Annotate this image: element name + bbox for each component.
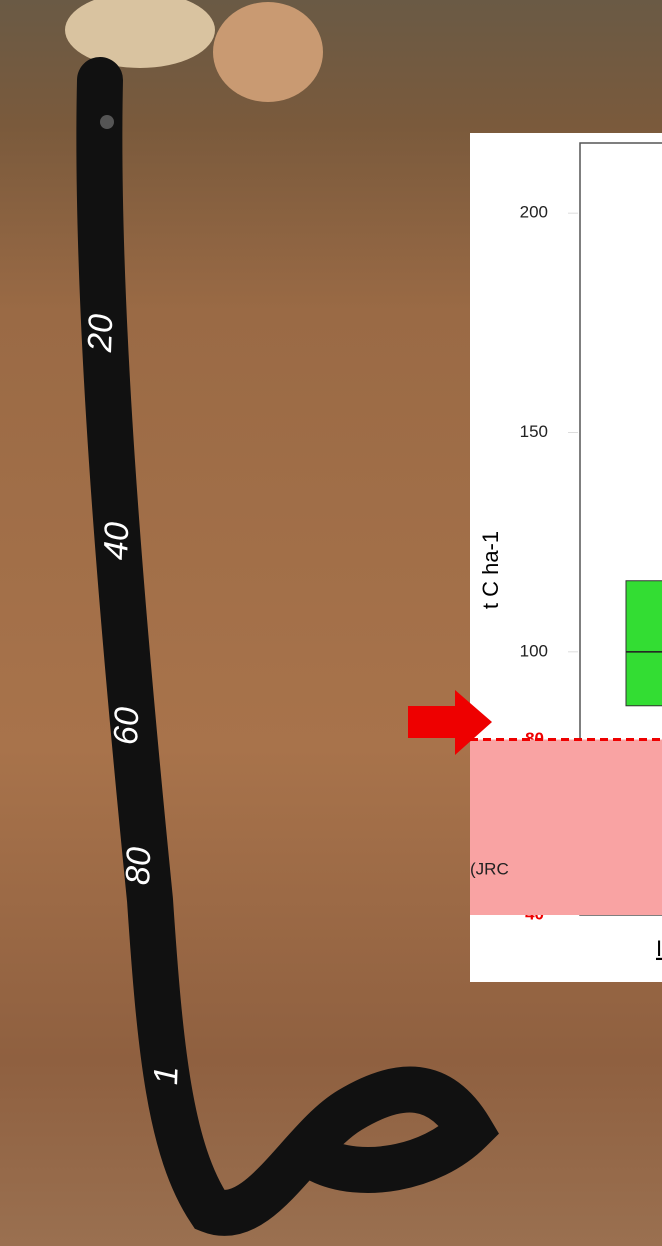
y-tick-label: 200	[520, 203, 548, 222]
y-axis-label: t C ha-1	[478, 531, 503, 609]
box-upper	[625, 580, 662, 653]
y-tick-label: 150	[520, 422, 548, 441]
tape-labels: 20 40 60 80 1	[81, 313, 186, 1085]
stone	[65, 0, 215, 68]
x-axis-label: I	[656, 936, 662, 961]
pointer-arrow	[408, 690, 492, 755]
tape-label: 20	[81, 313, 120, 353]
tape-rivet	[100, 115, 114, 129]
box-lower	[625, 651, 662, 707]
tape-label: 40	[97, 521, 136, 560]
tape-label: 80	[119, 846, 158, 885]
tape-label: 1	[147, 1065, 186, 1085]
tape-measure	[76, 57, 499, 1236]
tape-label: 60	[107, 706, 146, 745]
y-tick-label: 100	[520, 641, 548, 660]
reference-range	[470, 739, 662, 915]
reference-label: (JRC	[470, 859, 509, 878]
stone	[213, 2, 323, 102]
